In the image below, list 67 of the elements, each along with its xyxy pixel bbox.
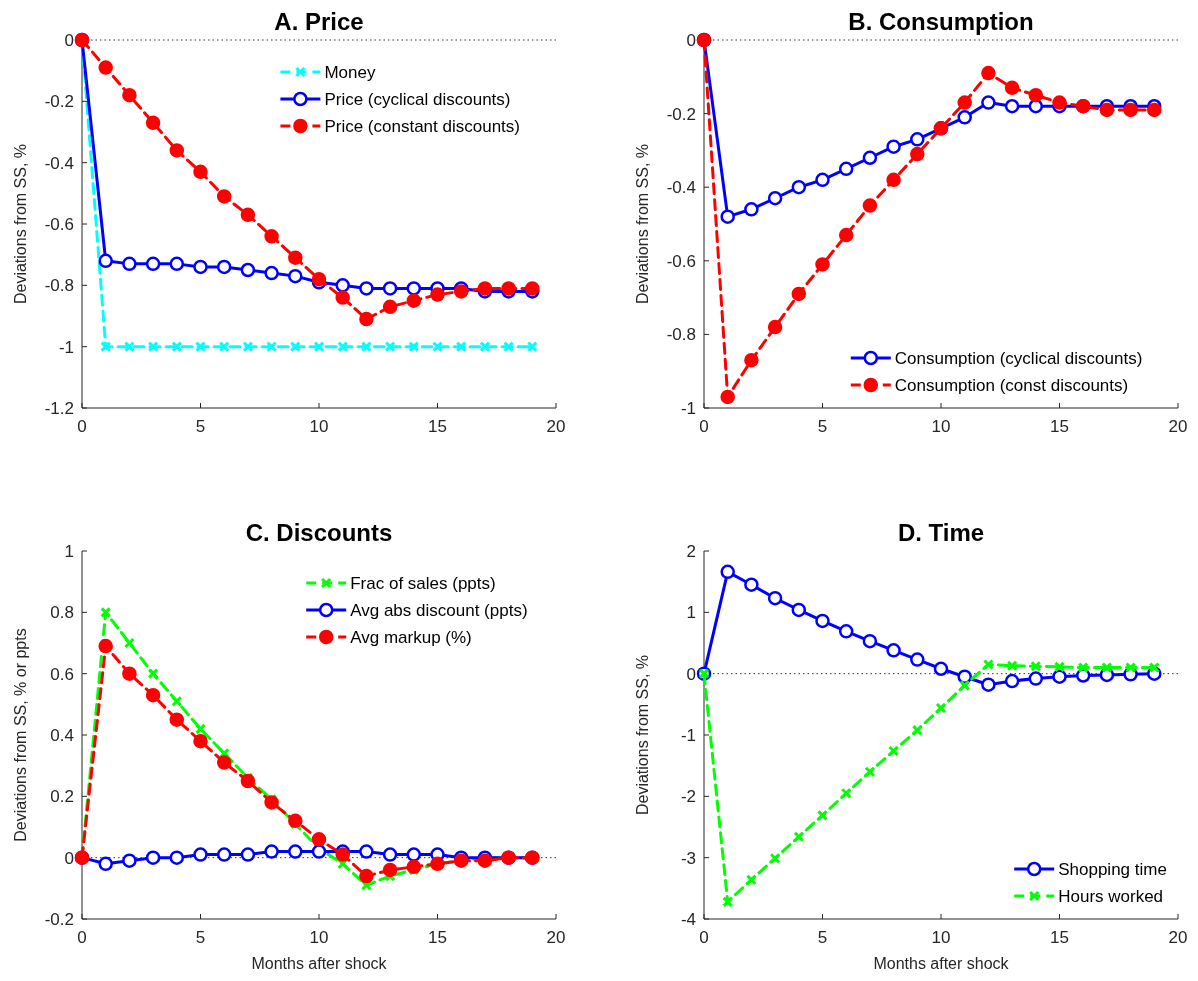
legend-label: Avg abs discount (ppts) (350, 601, 528, 620)
y-axis-title: Deviations from SS, % (634, 143, 651, 305)
y-tick-label: -0.2 (44, 92, 74, 112)
x-tick-label: 5 (817, 928, 828, 947)
legend-label: Consumption (cyclical discounts) (894, 349, 1143, 368)
y-tick-label: 0.6 (50, 664, 74, 684)
x-tick-label: 10 (931, 928, 951, 947)
y-tick-label: 0.4 (50, 726, 74, 745)
legend-label: Avg markup (%) (350, 628, 472, 647)
x-tick-label: 0 (77, 928, 87, 947)
y-tick-label: 0 (686, 31, 696, 50)
legend-label: Shopping time (1058, 860, 1167, 879)
y-tick-label: 1 (686, 603, 696, 623)
legend-label: Frac of sales (ppts) (350, 574, 496, 593)
y-tick-label: -0.2 (44, 910, 74, 929)
x-tick-label: 15 (428, 928, 447, 947)
x-tick-label: 15 (1050, 928, 1069, 947)
x-tick-label: 0 (699, 928, 709, 947)
chart-title: C. Discounts (245, 519, 393, 546)
x-tick-label: 20 (1168, 928, 1188, 947)
legend-label: Price (constant discounts) (324, 117, 520, 136)
x-tick-label: 5 (817, 417, 828, 436)
y-tick-label: 0 (686, 664, 696, 684)
x-tick-label: 10 (309, 928, 329, 947)
x-tick-label: 20 (546, 417, 566, 436)
x-tick-label: 10 (931, 417, 951, 436)
y-tick-label: -0.8 (44, 276, 74, 296)
y-tick-label: -4 (680, 910, 696, 929)
y-tick-label: -0.4 (44, 153, 74, 173)
x-axis-title: Months after shock (251, 955, 388, 972)
y-tick-label: -0.6 (44, 215, 74, 234)
y-tick-label: 0.8 (50, 603, 74, 623)
y-tick-label: -2 (680, 787, 696, 807)
y-tick-label: -0.2 (666, 104, 696, 124)
y-axis-title: Deviations from SS, % or ppts (12, 628, 29, 842)
chart-title: B. Consumption (848, 8, 1034, 35)
chart-title: D. Time (897, 519, 985, 546)
x-tick-label: 20 (546, 928, 566, 947)
y-tick-label: 0 (64, 848, 74, 868)
y-tick-label: -0.4 (666, 178, 696, 198)
y-tick-label: -1 (680, 399, 696, 418)
y-axis-title: Deviations from SS, % (12, 143, 29, 305)
y-tick-label: -0.8 (666, 325, 696, 345)
y-tick-label: 0.2 (50, 787, 74, 807)
y-tick-label: -1 (680, 726, 696, 745)
y-tick-label: -1.2 (44, 399, 74, 418)
y-tick-label: 0 (64, 31, 74, 50)
y-tick-label: 1 (64, 542, 74, 561)
y-tick-label: -0.6 (666, 251, 696, 271)
x-tick-label: 0 (699, 417, 709, 436)
x-tick-label: 15 (1050, 417, 1069, 436)
chart-title: A. Price (274, 8, 364, 35)
x-tick-label: 5 (195, 928, 206, 947)
x-tick-label: 20 (1168, 417, 1188, 436)
x-tick-label: 10 (309, 417, 329, 436)
y-tick-label: -3 (680, 848, 696, 868)
x-tick-label: 0 (77, 417, 87, 436)
y-tick-label: -1 (58, 337, 74, 357)
x-axis-title: Months after shock (873, 955, 1010, 972)
legend-label: Consumption (const discounts) (894, 376, 1129, 395)
y-tick-label: 2 (686, 542, 696, 561)
legend-label: Price (cyclical discounts) (324, 90, 511, 109)
legend-label: Money (324, 63, 376, 82)
x-tick-label: 15 (428, 417, 447, 436)
y-axis-title: Deviations from SS, % (634, 654, 651, 816)
legend-label: Hours worked (1058, 887, 1164, 906)
x-tick-label: 5 (195, 417, 206, 436)
